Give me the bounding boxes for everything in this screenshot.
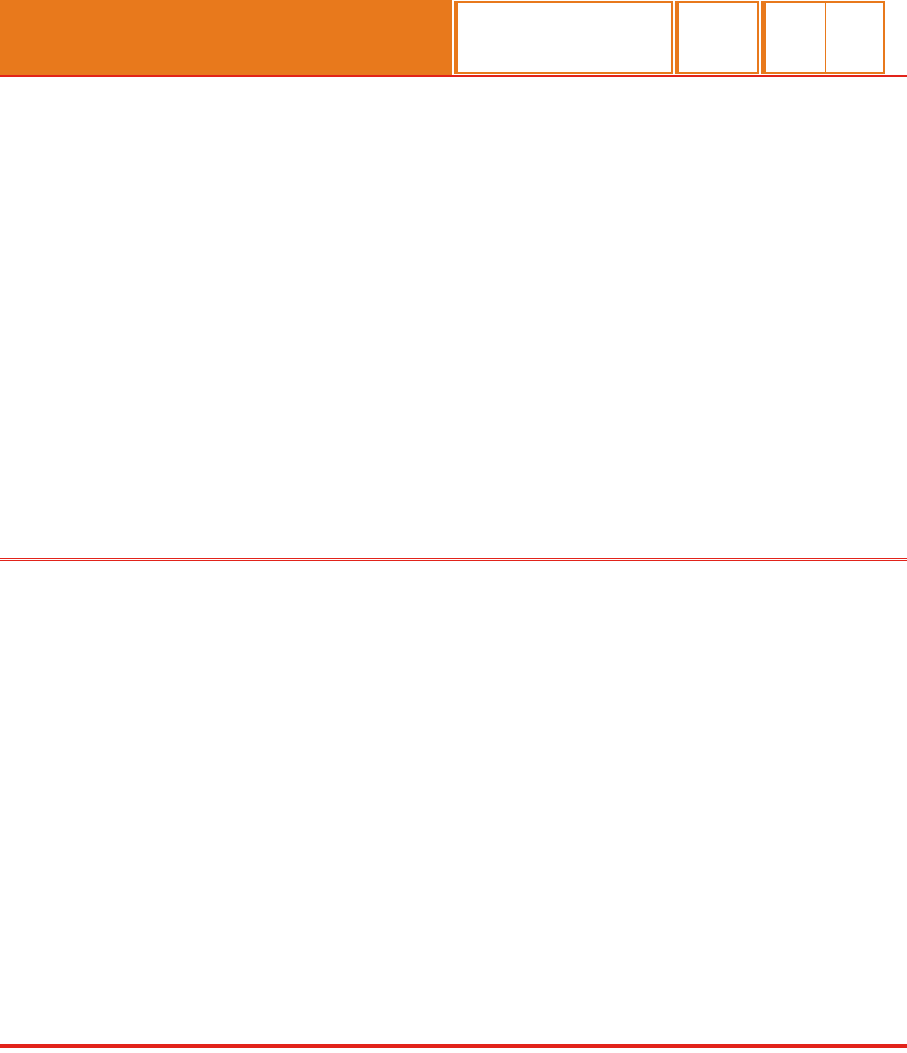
symbols-label [763,3,765,72]
page-title [0,0,452,75]
symbols-col2 [825,3,883,72]
race-memo-label [456,3,458,72]
race-memo-col1 [458,3,574,72]
pools-label [677,3,679,72]
pools-lines [679,3,757,72]
race-row-top [0,77,907,561]
page-header [0,0,907,77]
race-row-bottom [0,561,907,1048]
symbols-box [761,1,885,74]
race-memo-col2 [574,3,671,72]
race-memo-box [454,1,673,74]
symbols-col1 [765,3,825,72]
pools-box [675,1,759,74]
